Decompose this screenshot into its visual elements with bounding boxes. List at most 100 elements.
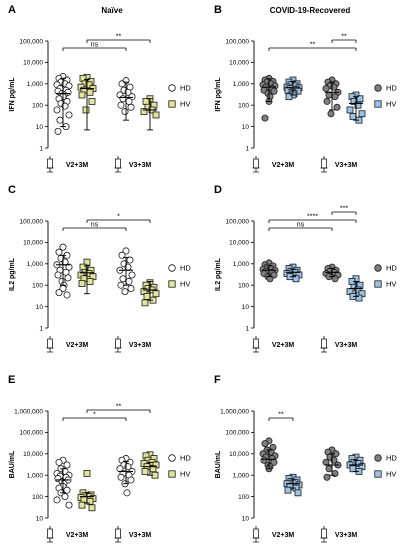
x-category-label: V2+3M bbox=[66, 162, 89, 169]
data-point-hv bbox=[78, 91, 86, 99]
x-category-label: V3+3M bbox=[129, 162, 152, 169]
legend-hd-marker bbox=[168, 454, 176, 462]
x-category-label: V2+3M bbox=[272, 532, 295, 539]
legend-hd-label: HD bbox=[180, 84, 191, 93]
data-point-hv bbox=[86, 278, 94, 285]
data-point-hv bbox=[143, 292, 151, 300]
data-point-hd bbox=[127, 103, 135, 111]
panel-f: F 10 100 1,000 10,000 100,000 1,000,000 BAU/mL V… bbox=[214, 374, 397, 543]
syringe-icon bbox=[252, 336, 260, 353]
data-point-hd bbox=[327, 110, 335, 118]
syringe-icon bbox=[252, 156, 260, 173]
syringe-icon bbox=[46, 156, 54, 173]
legend-hd-label: HD bbox=[386, 84, 397, 93]
data-point-hd bbox=[118, 80, 126, 88]
data-point-hv bbox=[152, 290, 160, 298]
panel-letter: A bbox=[8, 4, 16, 16]
panel-c: C 1 10 100 1,000 10,000 100,000 IL2 pg/mL V2+3M V… bbox=[8, 184, 191, 353]
y-tick-label: 1,000 bbox=[233, 81, 250, 88]
significance-label: ns bbox=[91, 42, 99, 49]
data-point-hv bbox=[141, 299, 149, 307]
data-point-hv bbox=[83, 258, 91, 266]
data-point-hv bbox=[142, 98, 150, 105]
y-tick-label: 1,000 bbox=[233, 261, 250, 268]
panel-letter: D bbox=[214, 184, 222, 196]
data-point-hd bbox=[54, 127, 62, 135]
x-category-label: V3+3M bbox=[335, 342, 358, 349]
y-tick-label: 10 bbox=[242, 124, 250, 131]
column-title-left: Naïve bbox=[101, 6, 123, 15]
data-point-hd bbox=[63, 461, 71, 469]
data-point-hv bbox=[85, 81, 93, 89]
x-category-label: V3+3M bbox=[335, 532, 358, 539]
significance-label: ** bbox=[278, 412, 284, 419]
data-point-hd bbox=[63, 291, 71, 299]
data-point-hv bbox=[354, 101, 362, 109]
y-tick-label: 100 bbox=[32, 103, 43, 110]
legend-hv-label: HV bbox=[386, 100, 396, 109]
x-category-label: V3+3M bbox=[129, 532, 152, 539]
y-tick-label: 1 bbox=[39, 145, 43, 152]
data-point-hd bbox=[125, 97, 133, 105]
data-point-hd bbox=[61, 493, 69, 501]
legend-hv-marker bbox=[168, 280, 176, 288]
significance-label: ** bbox=[116, 404, 122, 411]
y-axis-label: IL2 pg/mL bbox=[215, 257, 222, 291]
syringe-icon bbox=[252, 526, 260, 543]
data-point-hd bbox=[54, 271, 62, 279]
x-category-label: V2+3M bbox=[272, 162, 295, 169]
data-point-hd bbox=[124, 463, 132, 471]
data-point-hv bbox=[350, 98, 358, 105]
legend-hd-marker bbox=[374, 264, 382, 272]
x-category-label: V2+3M bbox=[66, 342, 89, 349]
data-point-hv bbox=[285, 93, 293, 101]
legend-hd-marker bbox=[374, 454, 382, 462]
significance-label: ns bbox=[91, 222, 99, 229]
panel-b: B 1 10 100 1,000 10,000 100,000 IFN pg/mL V2+3M V… bbox=[214, 4, 397, 173]
y-tick-label: 1,000 bbox=[27, 473, 44, 480]
y-tick-label: 1 bbox=[245, 145, 249, 152]
legend-hd-marker bbox=[168, 84, 176, 92]
syringe-icon bbox=[114, 156, 122, 173]
data-point-hd bbox=[118, 251, 126, 259]
data-point-hd bbox=[55, 248, 63, 256]
data-point-hd bbox=[122, 247, 130, 255]
data-point-hd bbox=[117, 473, 125, 481]
y-tick-label: 1 bbox=[245, 325, 249, 332]
syringe-icon bbox=[114, 336, 122, 353]
y-axis-label: BAU/mL bbox=[9, 450, 16, 478]
y-tick-label: 100 bbox=[32, 494, 43, 501]
y-tick-label: 100,000 bbox=[226, 218, 250, 225]
syringe-icon bbox=[114, 526, 122, 543]
data-point-hd bbox=[126, 256, 134, 264]
data-point-hv bbox=[140, 108, 148, 116]
data-point-hv bbox=[284, 486, 292, 494]
data-point-hd bbox=[117, 101, 125, 109]
y-tick-label: 1,000,000 bbox=[14, 408, 43, 415]
y-tick-label: 10 bbox=[242, 304, 250, 311]
data-point-hd bbox=[65, 501, 73, 509]
legend-hv-marker bbox=[168, 470, 176, 478]
significance-label: * bbox=[93, 412, 96, 419]
y-tick-label: 1,000 bbox=[27, 261, 44, 268]
data-point-hd bbox=[55, 289, 63, 297]
legend-hv-label: HV bbox=[386, 280, 396, 289]
y-tick-label: 100 bbox=[238, 283, 249, 290]
data-point-hv bbox=[82, 106, 90, 114]
y-tick-label: 1,000,000 bbox=[220, 408, 249, 415]
y-tick-label: 10 bbox=[36, 124, 44, 131]
legend-hv-label: HV bbox=[180, 100, 190, 109]
data-point-hd bbox=[323, 473, 331, 481]
data-point-hv bbox=[86, 88, 94, 96]
legend-hv-label: HV bbox=[180, 470, 190, 479]
data-point-hv bbox=[349, 465, 357, 473]
y-tick-label: 100 bbox=[238, 103, 249, 110]
data-point-hv bbox=[83, 470, 91, 477]
legend-hd-label: HD bbox=[180, 264, 191, 273]
data-point-hd bbox=[331, 93, 339, 101]
panel-letter: F bbox=[214, 374, 221, 386]
y-axis-label: IL2 pg/mL bbox=[9, 257, 16, 291]
y-tick-label: 10 bbox=[36, 304, 44, 311]
significance-label: *** bbox=[340, 206, 348, 213]
